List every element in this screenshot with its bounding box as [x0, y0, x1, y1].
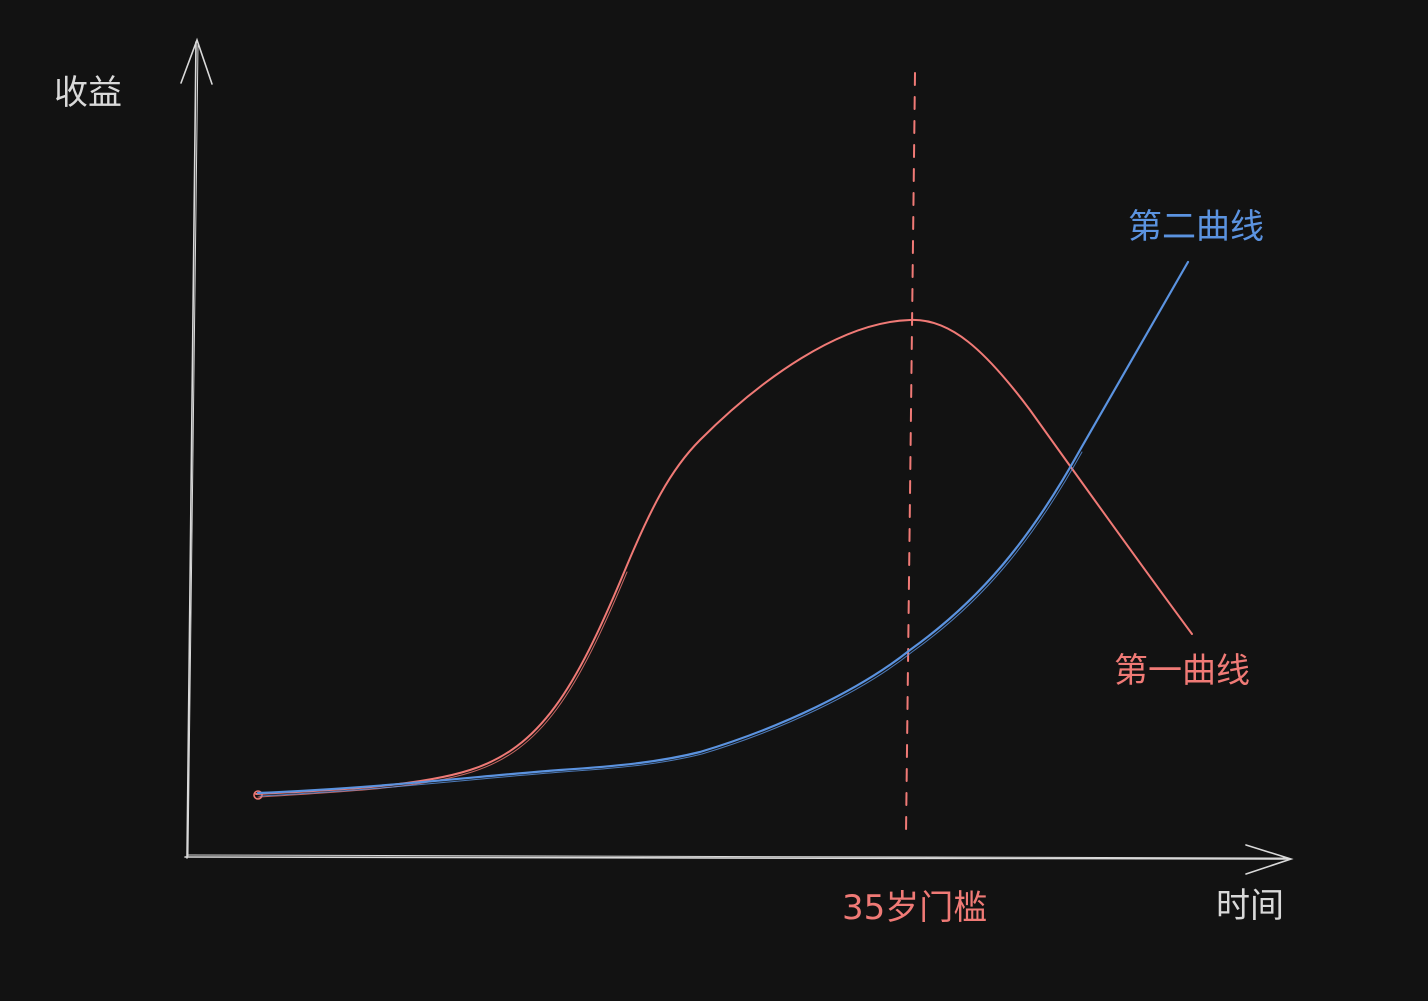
threshold-label: 35岁门槛 — [842, 888, 987, 928]
y-axis — [186, 41, 199, 859]
second-curve — [256, 260, 1190, 797]
y-axis-arrowhead — [180, 37, 213, 85]
x-axis-label: 时间 — [1216, 886, 1284, 926]
threshold-line — [905, 72, 916, 835]
curve-start-point — [253, 790, 263, 800]
curve-two-label: 第二曲线 — [1128, 207, 1264, 247]
x-axis — [184, 854, 1291, 860]
y-axis-label: 收益 — [54, 73, 122, 113]
x-axis-arrowhead — [1245, 844, 1294, 875]
curve-one-label: 第一曲线 — [1114, 651, 1250, 691]
first-curve — [255, 318, 1193, 798]
